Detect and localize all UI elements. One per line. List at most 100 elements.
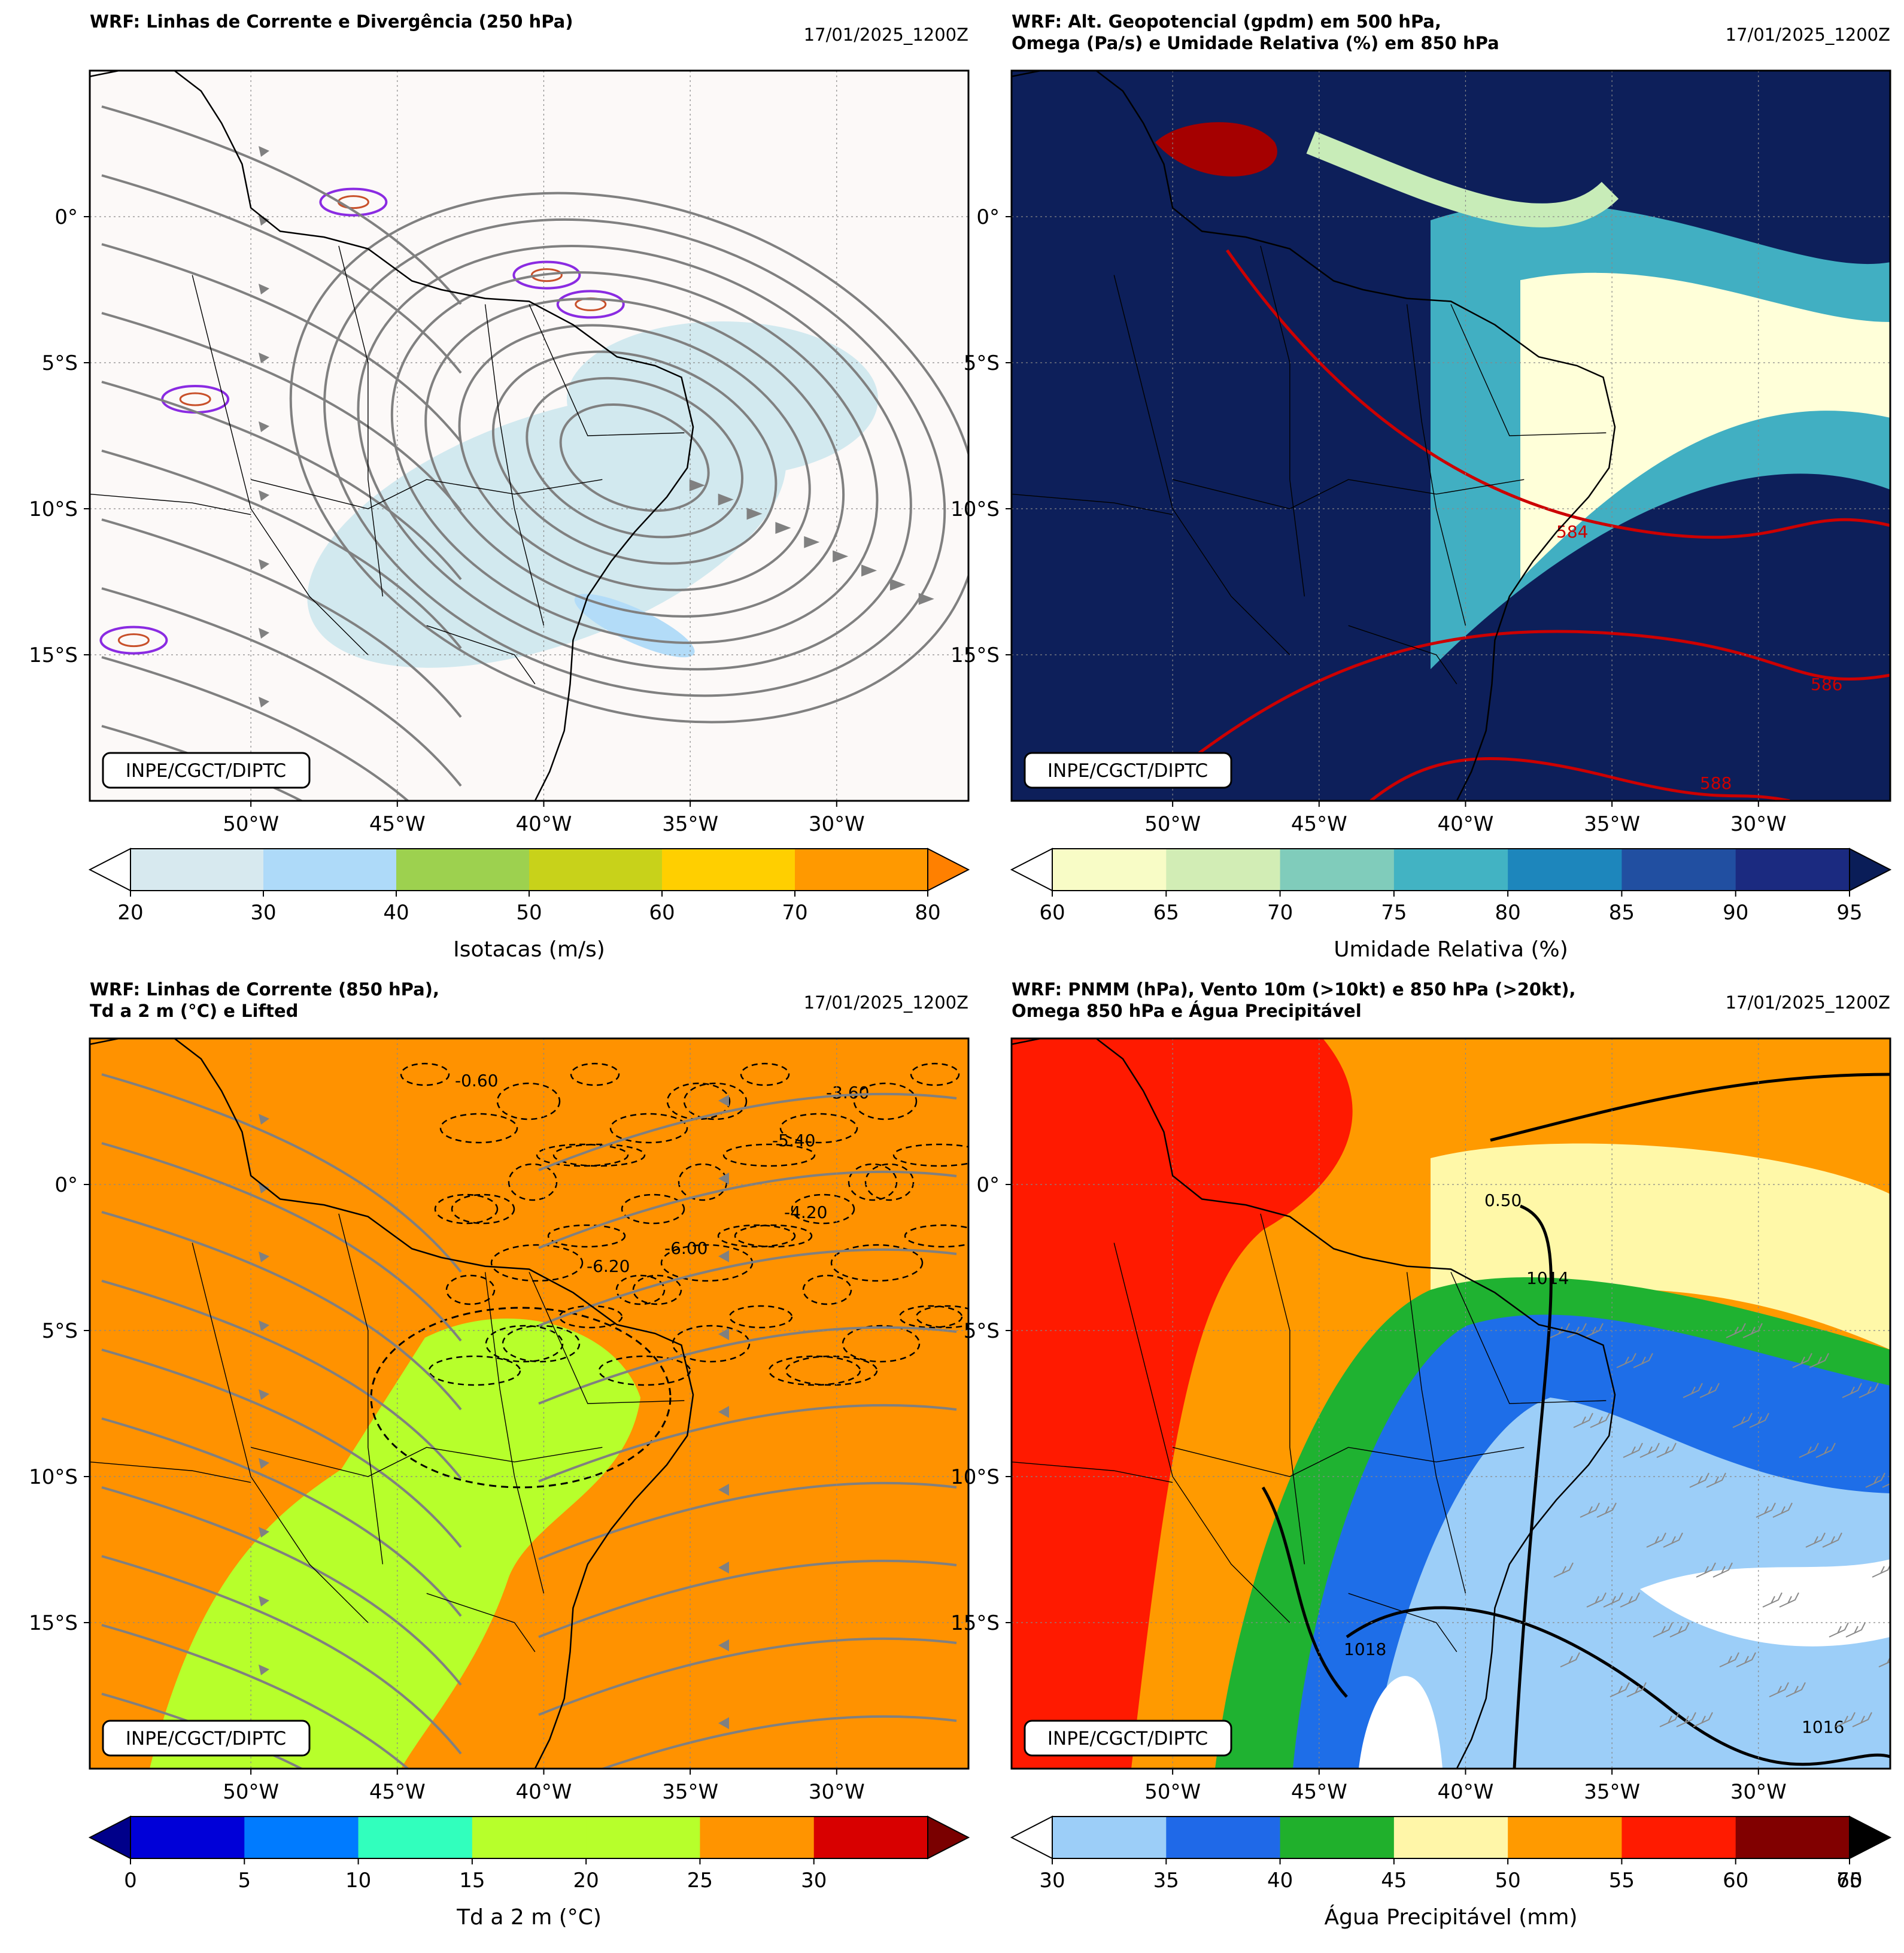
streamline-arrow <box>259 1458 269 1469</box>
x-tick-label: 50°W <box>223 812 279 836</box>
colorbar-segment <box>700 1817 815 1858</box>
streamline <box>538 1637 957 1716</box>
lifted-index-contour <box>451 1193 515 1225</box>
credit-box <box>1024 1720 1232 1757</box>
streamline <box>323 218 946 697</box>
colorbar-segment <box>1166 1817 1281 1858</box>
lifted-index-contour <box>728 1305 793 1329</box>
x-tick-label: 35°W <box>1584 1780 1640 1804</box>
panel-subtitle: Omega 850 hPa e Água Precipitável <box>1012 1001 1362 1021</box>
y-tick-label: 10°S <box>951 1465 1000 1489</box>
colorbar-tick-label: 50 <box>1495 1869 1521 1893</box>
lifted-index-label: -6.20 <box>587 1256 630 1276</box>
y-tick-label: 10°S <box>29 1465 78 1489</box>
wind-barb <box>1712 1562 1733 1578</box>
x-tick-label: 35°W <box>662 812 718 836</box>
colorbar-tick-label: 55 <box>1609 1869 1635 1893</box>
lifted-index-contour <box>802 1274 852 1305</box>
streamline-arrow <box>259 146 269 157</box>
streamline <box>101 174 462 374</box>
state-border <box>1172 479 1525 509</box>
divergence-contour <box>99 625 168 655</box>
streamline <box>526 376 744 539</box>
streamline-arrow <box>718 1717 729 1729</box>
x-tick-label: 45°W <box>1291 1780 1347 1804</box>
wind-barb <box>1656 1442 1677 1458</box>
streamline <box>101 725 304 801</box>
lifted-index-contour <box>892 1143 968 1167</box>
wind-barb <box>1829 1622 1849 1638</box>
streamline <box>390 271 879 645</box>
rh-60-region <box>1520 272 1890 579</box>
panels-group: WRF: Linhas de Corrente e Divergência (2… <box>29 11 1892 1930</box>
coastline <box>1012 1038 1616 1769</box>
lifted-index-contour <box>434 1193 499 1225</box>
x-tick-label: 40°W <box>516 1780 572 1804</box>
wind-barb <box>1799 1442 1819 1458</box>
wind-barb <box>1553 1562 1574 1578</box>
x-tick-label: 50°W <box>223 1780 279 1804</box>
credit-label: INPE/CGCT/DIPTC <box>126 760 286 782</box>
wind-barb <box>1756 1502 1776 1518</box>
panel-date: 17/01/2025_1200Z <box>804 25 968 45</box>
credit-label: INPE/CGCT/DIPTC <box>1047 1728 1208 1750</box>
colorbar-tick-label: 30 <box>801 1869 827 1893</box>
streamline-arrow <box>718 1484 729 1496</box>
colorbar-segment <box>1508 849 1622 891</box>
state-border <box>338 245 384 597</box>
streamline <box>101 518 462 718</box>
colorbar-segment <box>1280 1817 1395 1858</box>
y-tick-label: 0° <box>976 205 1000 229</box>
wind-barb <box>1772 1502 1793 1518</box>
state-border <box>1113 275 1290 655</box>
lifted-index-contour <box>439 1113 518 1144</box>
geopotential-label: 584 <box>1556 522 1588 542</box>
wind-barb <box>1769 1682 1789 1697</box>
colorbar-tick-label: 10 <box>345 1869 371 1893</box>
state-border <box>192 1243 369 1623</box>
wind-barb <box>1610 1682 1630 1697</box>
streamline <box>559 403 710 512</box>
y-tick-label: 10°S <box>29 497 78 521</box>
streamline-arrow <box>259 1527 269 1538</box>
panel-date: 17/01/2025_1200Z <box>804 992 968 1013</box>
streamline <box>101 1211 462 1411</box>
colorbar-label: Td a 2 m (°C) <box>456 1905 602 1930</box>
wind-barb <box>1693 1712 1713 1727</box>
streamline-arrow <box>718 1639 729 1651</box>
credit-label: INPE/CGCT/DIPTC <box>1047 760 1208 782</box>
streamline <box>101 1142 462 1342</box>
streamline <box>538 1326 957 1405</box>
wind-barb <box>1583 1323 1604 1338</box>
state-border <box>1348 1593 1457 1653</box>
lifted-index-contour <box>490 1244 584 1282</box>
streamline <box>538 1170 957 1249</box>
map-frame <box>1010 69 1891 802</box>
x-tick-label: 50°W <box>1144 1780 1201 1804</box>
state-border <box>90 1461 251 1483</box>
lifted-index-contour <box>632 1274 682 1305</box>
streamline <box>357 245 912 671</box>
y-tick-label: 5°S <box>42 1319 78 1343</box>
credit-box <box>1024 752 1232 789</box>
y-tick-label: 15°S <box>951 643 1000 667</box>
colorbar-segment <box>1166 849 1281 891</box>
colorbar-segment <box>586 1817 700 1858</box>
colorbar-label: Umidade Relativa (%) <box>1334 937 1568 962</box>
pw-below-30-region <box>1359 1676 1443 1769</box>
streamline <box>101 656 410 801</box>
streamline <box>101 1348 462 1548</box>
streamline-arrow <box>746 508 763 520</box>
colorbar-segment <box>130 849 264 891</box>
isobar-label: 1018 <box>1344 1639 1386 1659</box>
colorbar-tick-label: 50 <box>516 901 542 925</box>
streamline <box>101 1624 410 1769</box>
x-tick-label: 35°W <box>662 1780 718 1804</box>
colorbar-segment <box>358 1817 473 1858</box>
pw-55-60-region <box>1012 1038 1353 1769</box>
colorbar-tick-label: 20 <box>117 901 143 925</box>
lifted-index-contour <box>445 1274 496 1305</box>
colorbar-segment <box>1735 1817 1850 1858</box>
lifted-index-contour <box>904 1224 968 1248</box>
state-border <box>1450 304 1607 436</box>
